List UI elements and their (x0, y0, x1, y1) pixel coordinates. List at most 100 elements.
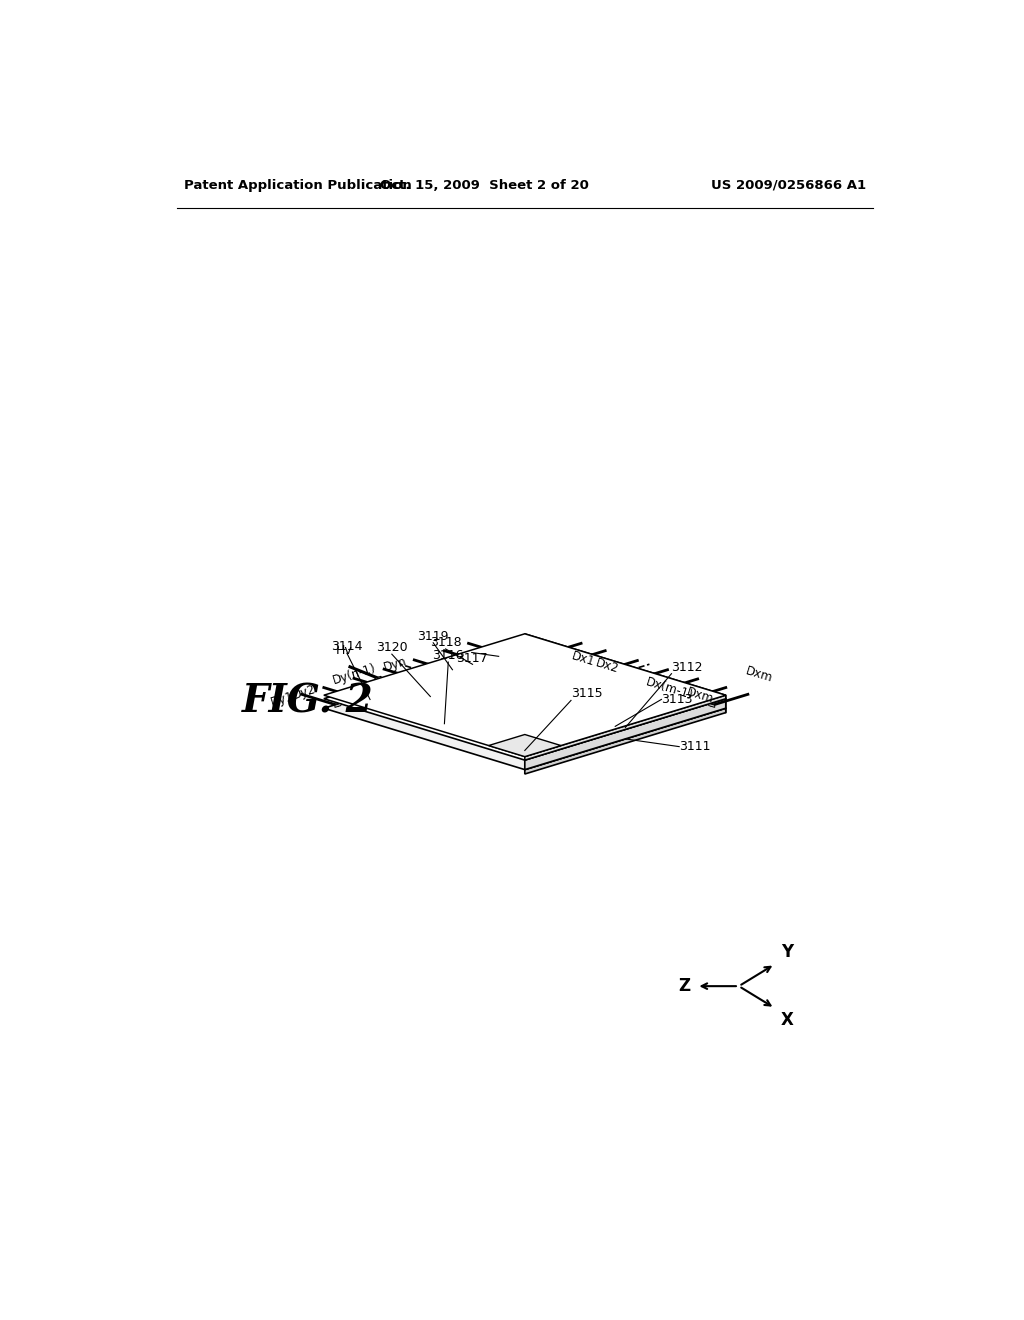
Polygon shape (397, 702, 432, 713)
Polygon shape (381, 697, 416, 708)
Polygon shape (469, 690, 504, 701)
Polygon shape (480, 727, 515, 738)
Polygon shape (518, 655, 553, 665)
Text: 3113: 3113 (662, 693, 693, 706)
Polygon shape (582, 690, 599, 697)
Polygon shape (375, 676, 381, 680)
Polygon shape (554, 700, 572, 705)
Polygon shape (513, 737, 548, 747)
Polygon shape (709, 704, 715, 708)
Text: 3111: 3111 (679, 741, 711, 754)
Polygon shape (590, 693, 625, 704)
Polygon shape (432, 676, 597, 727)
Polygon shape (507, 668, 543, 678)
Polygon shape (446, 667, 482, 677)
Polygon shape (588, 709, 605, 715)
Polygon shape (535, 710, 569, 721)
Polygon shape (500, 665, 517, 671)
Polygon shape (658, 698, 677, 704)
Polygon shape (562, 702, 597, 713)
Polygon shape (557, 684, 592, 694)
Polygon shape (614, 701, 633, 706)
Polygon shape (483, 661, 501, 667)
Polygon shape (490, 663, 526, 675)
Text: Dy1: Dy1 (269, 689, 296, 709)
Polygon shape (497, 733, 531, 743)
Polygon shape (516, 721, 534, 726)
Polygon shape (518, 705, 553, 715)
Polygon shape (467, 706, 484, 711)
Polygon shape (524, 647, 726, 713)
Polygon shape (598, 696, 616, 701)
Polygon shape (390, 700, 408, 705)
Text: Oct. 15, 2009  Sheet 2 of 20: Oct. 15, 2009 Sheet 2 of 20 (380, 178, 589, 191)
Polygon shape (634, 690, 669, 701)
Polygon shape (458, 704, 493, 714)
Text: Dy2: Dy2 (291, 682, 317, 702)
Polygon shape (360, 648, 689, 748)
Polygon shape (439, 714, 457, 719)
Polygon shape (490, 714, 526, 725)
Text: 3114: 3114 (331, 640, 362, 653)
Polygon shape (488, 659, 653, 710)
Polygon shape (324, 647, 726, 770)
Polygon shape (505, 684, 522, 689)
Polygon shape (365, 692, 399, 702)
Polygon shape (524, 696, 726, 760)
Polygon shape (658, 688, 665, 692)
Polygon shape (376, 693, 541, 744)
Polygon shape (417, 690, 435, 697)
Polygon shape (567, 669, 603, 681)
Polygon shape (461, 688, 478, 693)
Polygon shape (414, 706, 449, 718)
Polygon shape (524, 698, 726, 770)
Polygon shape (511, 702, 528, 708)
Polygon shape (446, 717, 482, 727)
Polygon shape (444, 682, 462, 688)
Polygon shape (453, 685, 487, 696)
Text: Dx1: Dx1 (570, 649, 597, 669)
Polygon shape (404, 684, 569, 735)
Polygon shape (523, 723, 559, 734)
Polygon shape (425, 693, 460, 704)
Polygon shape (502, 649, 537, 660)
Polygon shape (502, 700, 537, 710)
Polygon shape (436, 680, 471, 690)
Polygon shape (527, 657, 545, 663)
Polygon shape (488, 680, 506, 685)
Polygon shape (456, 669, 473, 675)
Text: 3119: 3119 (418, 630, 449, 643)
Polygon shape (577, 723, 594, 729)
Text: Dyn: Dyn (382, 655, 409, 675)
Polygon shape (532, 676, 550, 681)
Polygon shape (500, 717, 517, 722)
Polygon shape (472, 725, 489, 730)
Polygon shape (505, 735, 522, 741)
Polygon shape (551, 665, 587, 676)
Polygon shape (529, 692, 564, 702)
Polygon shape (551, 715, 587, 726)
Polygon shape (513, 686, 548, 697)
Polygon shape (542, 652, 548, 656)
Polygon shape (357, 697, 364, 701)
Text: 3115: 3115 (571, 688, 603, 701)
Polygon shape (527, 708, 545, 713)
Polygon shape (530, 665, 620, 697)
Text: Patent Application Publication: Patent Application Publication (184, 178, 413, 191)
Polygon shape (420, 675, 455, 685)
Polygon shape (447, 669, 454, 673)
Polygon shape (560, 668, 578, 673)
Polygon shape (606, 698, 641, 709)
Text: X: X (781, 1011, 794, 1030)
Text: US 2009/0256866 A1: US 2009/0256866 A1 (711, 178, 866, 191)
Polygon shape (474, 709, 509, 719)
Text: Dxm: Dxm (685, 685, 715, 706)
Polygon shape (488, 734, 561, 756)
Polygon shape (546, 697, 581, 708)
Polygon shape (544, 663, 561, 668)
Polygon shape (524, 709, 726, 774)
Polygon shape (433, 696, 452, 701)
Polygon shape (560, 718, 578, 723)
Polygon shape (629, 678, 634, 682)
Polygon shape (477, 693, 496, 698)
